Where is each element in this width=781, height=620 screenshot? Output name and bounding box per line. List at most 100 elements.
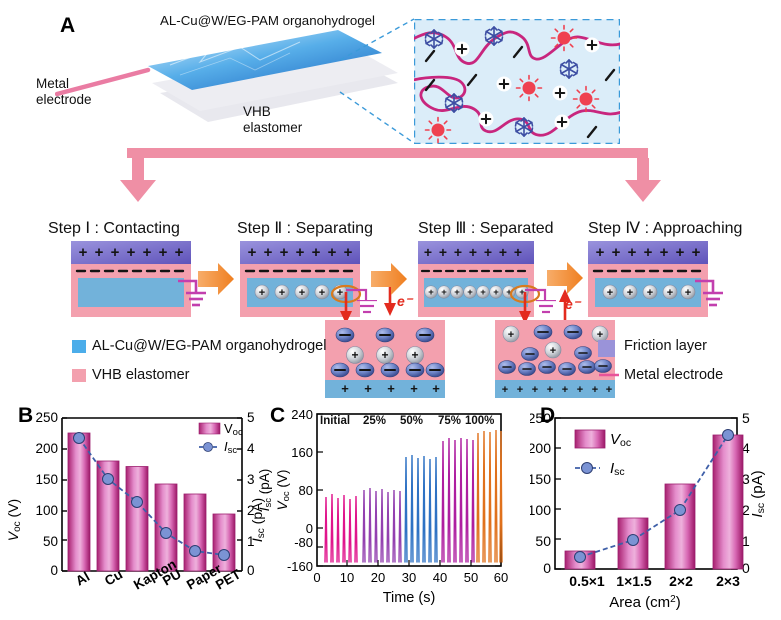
svg-text:2×2: 2×2 — [669, 573, 693, 589]
svg-text:+: + — [364, 381, 372, 396]
svg-text:+: + — [424, 244, 432, 260]
svg-text:50%: 50% — [400, 415, 423, 427]
svg-text:+: + — [467, 287, 473, 298]
svg-text:+: + — [469, 244, 477, 260]
svg-text:+: + — [606, 384, 612, 396]
svg-text:100%: 100% — [465, 415, 494, 427]
svg-text:+: + — [627, 287, 633, 299]
svg-text:+: + — [411, 348, 418, 362]
svg-text:Isc: Isc — [224, 439, 237, 456]
svg-text:+: + — [344, 244, 353, 261]
svg-text:Voc (V): Voc (V) — [5, 499, 23, 541]
svg-text:+: + — [381, 348, 388, 362]
svg-text:25%: 25% — [363, 415, 386, 427]
svg-text:1×1.5: 1×1.5 — [616, 573, 652, 589]
svg-text:0: 0 — [306, 521, 313, 536]
svg-text:0: 0 — [247, 563, 255, 578]
svg-text:50: 50 — [464, 570, 478, 585]
svg-text:Isc (pA): Isc (pA) — [749, 470, 767, 517]
svg-text:+: + — [508, 329, 514, 341]
svg-text:+: + — [612, 244, 621, 261]
svg-text:+: + — [607, 287, 613, 299]
svg-text:+: + — [248, 244, 257, 261]
svg-text:+: + — [312, 244, 321, 261]
svg-text:+: + — [502, 384, 508, 396]
svg-text:+: + — [577, 384, 583, 396]
svg-text:+: + — [299, 287, 305, 299]
svg-text:+: + — [660, 244, 669, 261]
svg-text:Area (cm2): Area (cm2) — [609, 594, 680, 611]
svg-text:Al: Al — [73, 569, 92, 589]
svg-text:30: 30 — [402, 570, 416, 585]
svg-text:+: + — [676, 244, 685, 261]
svg-text:+: + — [175, 244, 184, 261]
svg-text:+: + — [441, 287, 447, 298]
svg-text:200: 200 — [530, 440, 551, 456]
svg-text:250: 250 — [530, 410, 551, 426]
svg-text:+: + — [647, 287, 653, 299]
svg-text:+: + — [667, 287, 673, 299]
svg-text:+: + — [279, 287, 285, 299]
svg-text:20: 20 — [371, 570, 385, 585]
svg-text:+: + — [439, 244, 447, 260]
svg-text:40: 40 — [433, 570, 447, 585]
svg-text:4: 4 — [247, 441, 255, 456]
svg-text:-160: -160 — [287, 559, 313, 574]
svg-text:+: + — [562, 384, 568, 396]
svg-text:0: 0 — [313, 570, 320, 585]
svg-text:+: + — [127, 244, 136, 261]
svg-text:+: + — [341, 381, 349, 396]
svg-text:+: + — [596, 244, 605, 261]
svg-text:+: + — [517, 384, 523, 396]
svg-text:+: + — [480, 287, 486, 298]
svg-text:75%: 75% — [438, 415, 461, 427]
svg-text:-80: -80 — [294, 535, 313, 550]
svg-text:+: + — [159, 244, 168, 261]
svg-text:10: 10 — [340, 570, 354, 585]
svg-text:2×3: 2×3 — [716, 573, 740, 589]
svg-text:240: 240 — [291, 407, 313, 422]
svg-text:50: 50 — [43, 534, 58, 549]
svg-text:0.5×1: 0.5×1 — [569, 573, 605, 589]
svg-text:+: + — [143, 244, 152, 261]
svg-text:+: + — [685, 287, 691, 299]
svg-text:+: + — [499, 244, 507, 260]
svg-text:+: + — [351, 348, 358, 362]
svg-text:+: + — [692, 244, 701, 261]
svg-text:160: 160 — [291, 445, 313, 460]
svg-text:5: 5 — [247, 410, 255, 425]
svg-text:150: 150 — [35, 472, 58, 487]
svg-text:+: + — [95, 244, 104, 261]
svg-text:+: + — [79, 244, 88, 261]
svg-text:Voc: Voc — [224, 421, 243, 438]
svg-text:5: 5 — [742, 410, 750, 426]
svg-text:+: + — [454, 244, 462, 260]
svg-text:+: + — [280, 244, 289, 261]
svg-text:+: + — [328, 244, 337, 261]
svg-text:+: + — [547, 384, 553, 396]
svg-text:+: + — [550, 345, 556, 357]
svg-text:60: 60 — [494, 570, 508, 585]
svg-text:+: + — [532, 384, 538, 396]
svg-text:Voc: Voc — [610, 431, 631, 449]
svg-text:150: 150 — [530, 471, 551, 487]
svg-text:50: 50 — [535, 533, 551, 549]
svg-text:Time (s): Time (s) — [383, 590, 436, 606]
svg-text:+: + — [264, 244, 273, 261]
svg-text:+: + — [319, 287, 325, 299]
svg-text:+: + — [628, 244, 637, 261]
svg-text:+: + — [387, 381, 395, 396]
svg-text:Voc (V): Voc (V) — [275, 470, 292, 511]
svg-text:+: + — [493, 287, 499, 298]
svg-text:80: 80 — [299, 483, 313, 498]
svg-text:Initial: Initial — [320, 415, 350, 427]
svg-text:200: 200 — [35, 441, 58, 456]
svg-text:0: 0 — [50, 563, 58, 578]
svg-text:100: 100 — [530, 502, 551, 518]
svg-text:+: + — [296, 244, 305, 261]
svg-text:+: + — [111, 244, 120, 261]
svg-text:+: + — [592, 384, 598, 396]
svg-text:3: 3 — [247, 472, 255, 487]
svg-text:+: + — [514, 244, 522, 260]
svg-text:Isc (pA): Isc (pA) — [257, 469, 274, 512]
